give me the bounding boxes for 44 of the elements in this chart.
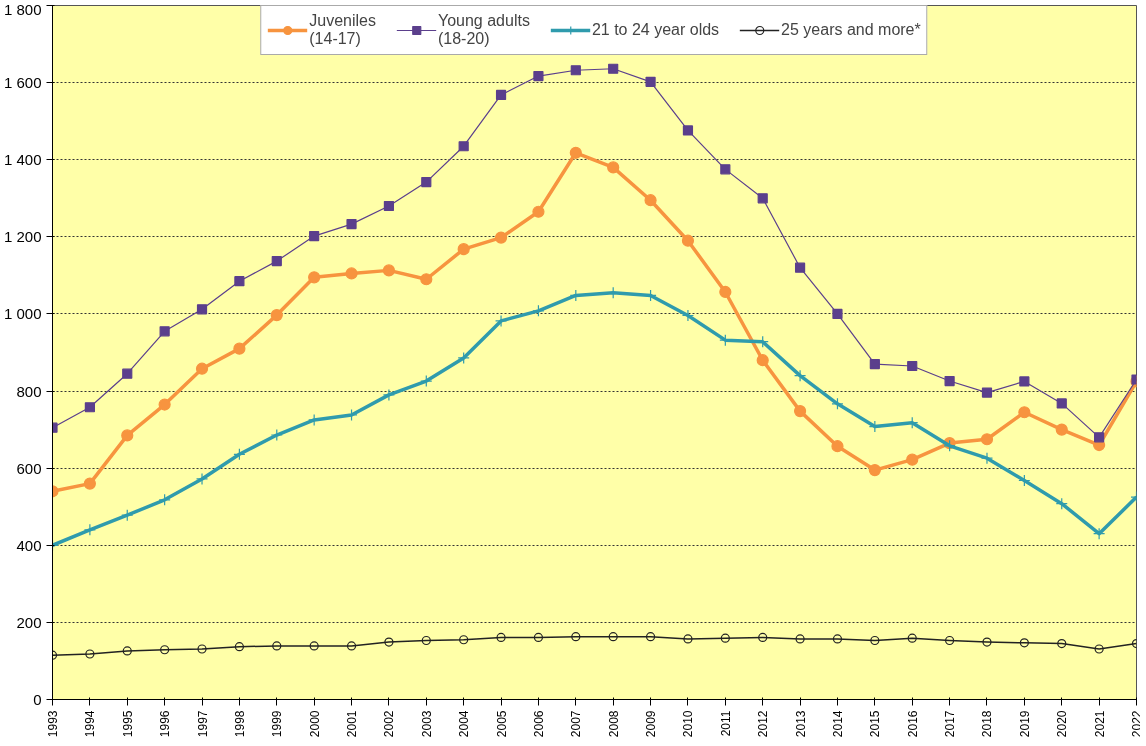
x-tick-label: 2007 xyxy=(569,710,584,738)
x-tick-label: 2001 xyxy=(345,710,360,738)
x-tick-label: 2014 xyxy=(830,710,845,738)
legend-label: Young adults (18-20) xyxy=(437,12,530,48)
x-tick-label: 2006 xyxy=(531,710,546,738)
x-tick-label: 2015 xyxy=(868,710,883,738)
x-tick-label: 1997 xyxy=(195,710,210,738)
legend-label: 21 to 24 year olds xyxy=(591,21,720,39)
x-tick-label: 2012 xyxy=(756,710,771,738)
y-tick-label: 200 xyxy=(16,613,42,631)
y-tick-label: 800 xyxy=(16,382,42,400)
y-tick-label: 1 800 xyxy=(3,0,42,18)
x-tick-label: 2016 xyxy=(905,710,920,738)
x-tick-label: 2017 xyxy=(943,710,958,738)
legend-label: Juveniles (14-17) xyxy=(309,12,376,48)
x-tick-label: 2010 xyxy=(681,710,696,738)
y-tick-label: 1 000 xyxy=(3,305,42,323)
x-tick-label: 1996 xyxy=(158,710,173,738)
x-tick-label: 2002 xyxy=(382,710,397,738)
y-tick-label: 1 600 xyxy=(3,74,42,92)
y-tick-label: 1 200 xyxy=(3,228,42,246)
y-tick-label: 0 xyxy=(33,691,42,708)
x-tick-label: 1993 xyxy=(46,710,60,738)
x-tick-label: 2003 xyxy=(419,710,434,738)
x-tick-label: 1995 xyxy=(120,710,135,738)
x-tick-label: 1998 xyxy=(232,710,247,738)
x-tick-label: 2009 xyxy=(644,710,659,738)
x-tick-label: 2008 xyxy=(606,710,621,738)
x-tick-label: 2011 xyxy=(718,710,733,737)
x-tick-label: 2018 xyxy=(980,710,995,738)
y-tick-label: 400 xyxy=(16,536,42,554)
legend-label: 25 years and more* xyxy=(781,21,921,39)
x-tick-label: 2005 xyxy=(494,710,509,738)
y-tick-label: 1 400 xyxy=(3,151,42,169)
x-tick-label: 2021 xyxy=(1092,710,1107,738)
x-tick-label: 2022 xyxy=(1129,710,1144,738)
y-tick-label: 600 xyxy=(16,459,42,477)
x-tick-label: 2020 xyxy=(1055,710,1070,738)
x-tick-label: 1994 xyxy=(83,710,98,738)
x-tick-label: 2004 xyxy=(457,710,472,738)
x-tick-label: 1999 xyxy=(270,710,285,738)
x-tick-label: 2013 xyxy=(793,710,808,738)
x-tick-label: 2000 xyxy=(307,710,322,738)
x-tick-label: 2019 xyxy=(1017,710,1032,738)
